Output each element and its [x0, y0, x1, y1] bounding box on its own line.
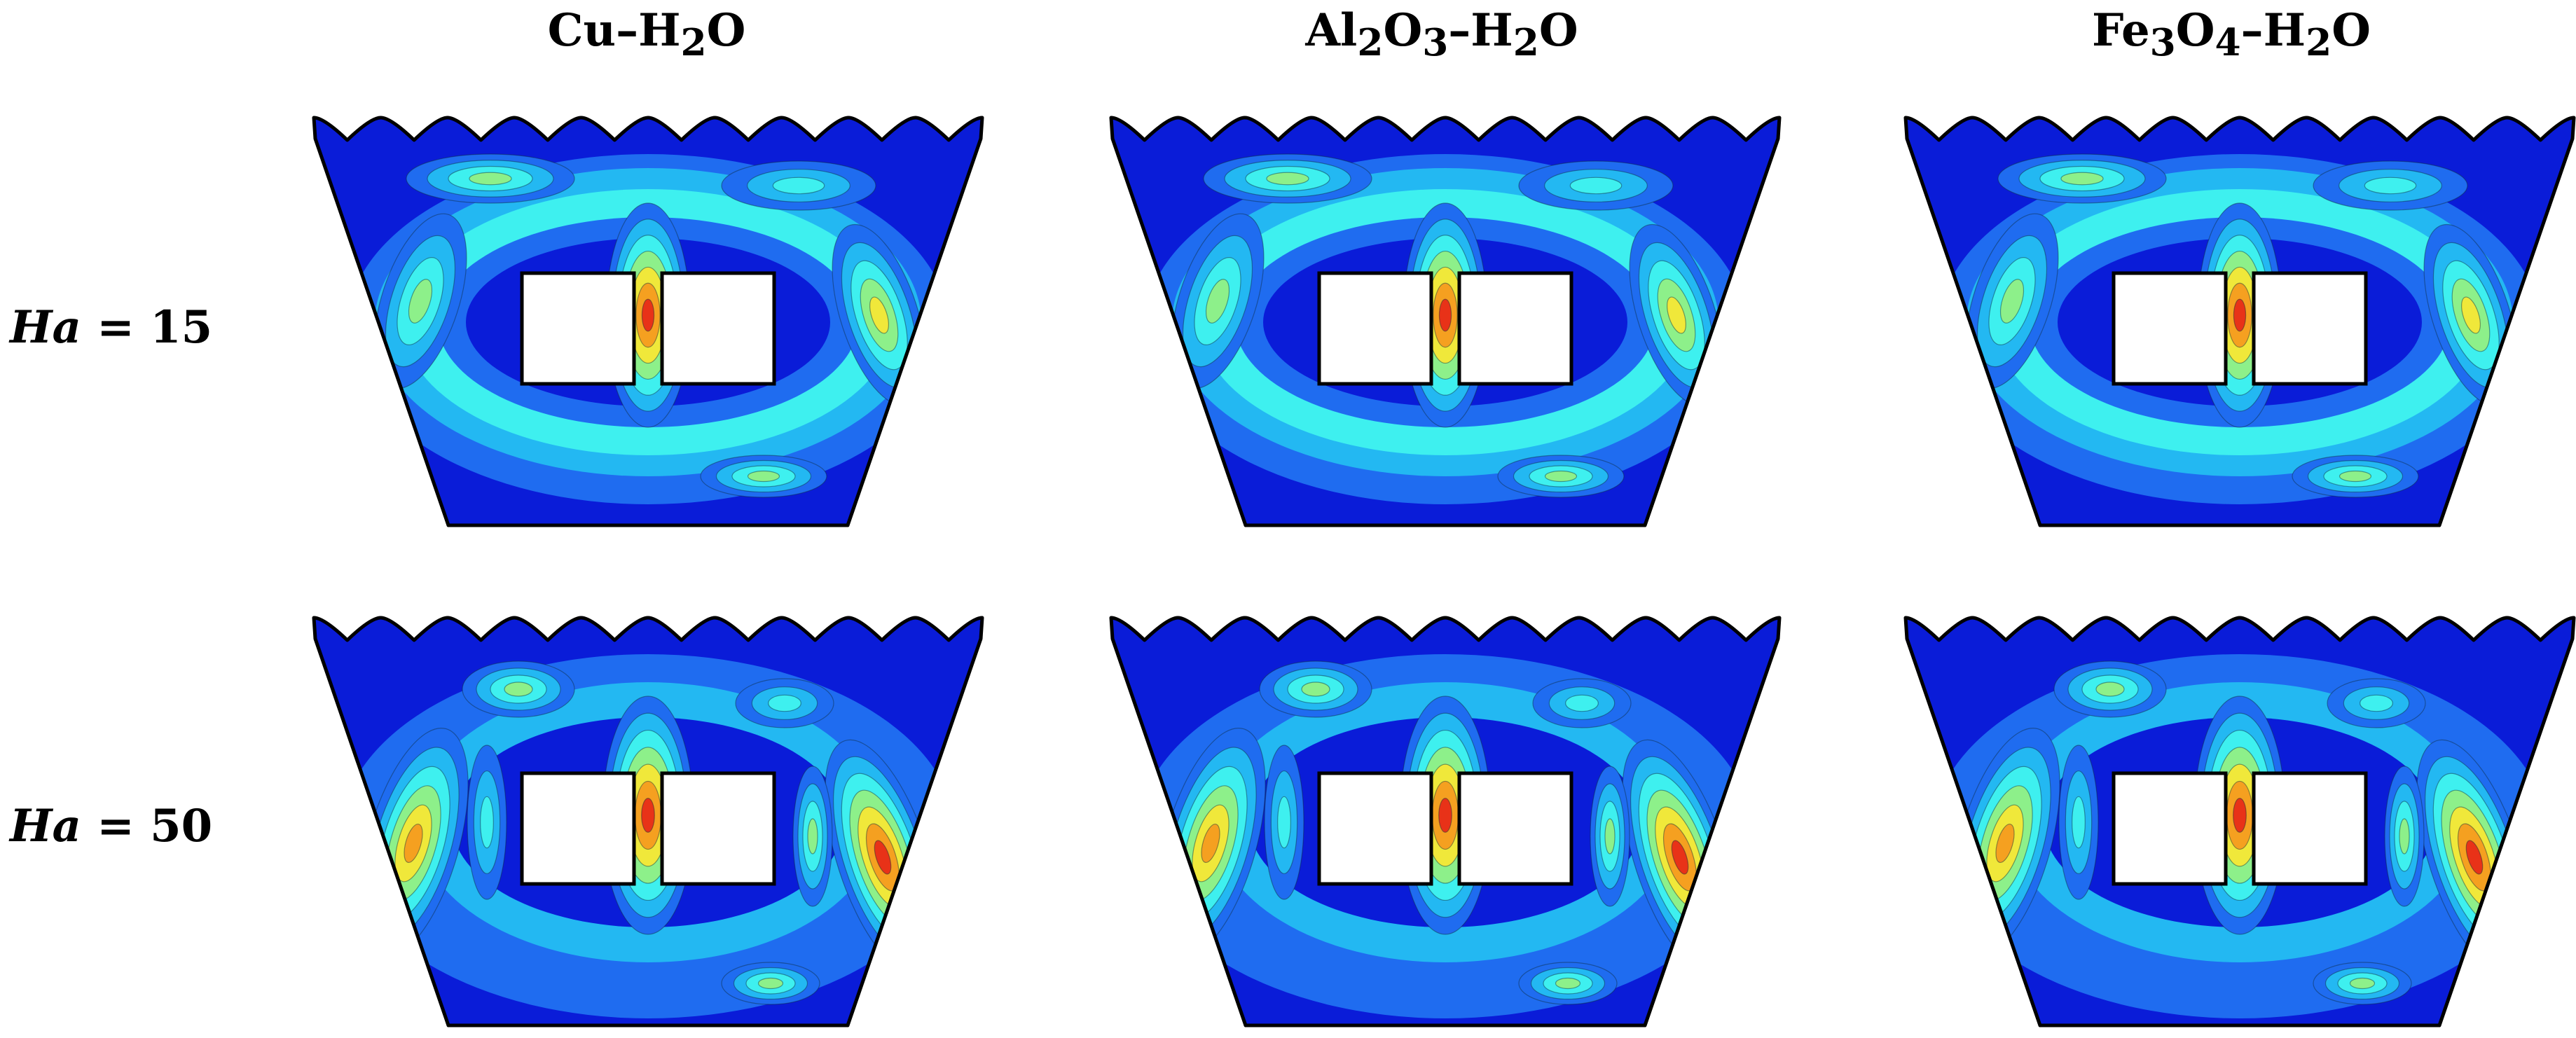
contour-plot: [312, 616, 984, 1027]
right-square-obstacle: [2252, 271, 2368, 386]
bottom-right-contour: [721, 962, 820, 1005]
left-side-contour: [1965, 213, 2059, 389]
left-side-contour: [1171, 213, 1265, 389]
panel-fe3o4-h2o-ha15: [1900, 112, 2576, 532]
right-inner-contour: [1590, 766, 1630, 907]
right-square-obstacle: [660, 771, 776, 886]
bottom-right-contour: [2292, 455, 2419, 498]
top-left-contour: [406, 153, 575, 204]
bottom-right-contour: [700, 455, 827, 498]
contour-plot: [312, 116, 984, 527]
panel-cu-h2o-ha50: [308, 612, 988, 1032]
top-left-contour: [1997, 153, 2167, 204]
top-right-contour: [2327, 678, 2426, 728]
panel-al2o3-h2o-ha50: [1106, 612, 1785, 1032]
left-square-obstacle: [1317, 771, 1433, 886]
column-title-al2o3-h2o: Al2O3–H2O: [1305, 4, 1578, 64]
right-square-obstacle: [2252, 771, 2368, 886]
right-square-obstacle: [660, 271, 776, 386]
bottom-right-contour: [1518, 962, 1618, 1005]
left-square-obstacle: [2112, 771, 2228, 886]
top-left-contour: [462, 660, 575, 718]
cavity-outline: [1903, 616, 2576, 1027]
top-right-contour: [2313, 160, 2468, 211]
panel-cu-h2o-ha15: [308, 112, 988, 532]
right-inner-contour: [792, 766, 833, 907]
top-right-contour: [1518, 160, 1674, 211]
contour-plot: [1903, 616, 2576, 1027]
cavity-outline: [312, 616, 984, 1027]
right-square-obstacle: [1457, 771, 1573, 886]
left-square-obstacle: [1317, 271, 1433, 386]
row-label-ha-50: Ha = 50: [10, 800, 213, 852]
bottom-right-contour: [2313, 962, 2412, 1005]
top-left-contour: [1259, 660, 1372, 718]
right-inner-contour: [2384, 766, 2425, 907]
top-left-contour: [1203, 153, 1372, 204]
bottom-right-contour: [1497, 455, 1625, 498]
left-square-obstacle: [2112, 271, 2228, 386]
top-right-contour: [735, 678, 834, 728]
panel-al2o3-h2o-ha15: [1106, 112, 1785, 532]
cavity-outline: [1903, 116, 2576, 527]
left-inner-contour: [1264, 745, 1304, 900]
top-right-contour: [721, 160, 876, 211]
panel-fe3o4-h2o-ha50: [1900, 612, 2576, 1032]
cavity-outline: [1109, 616, 1782, 1027]
contour-plot: [1109, 116, 1782, 527]
left-square-obstacle: [520, 271, 636, 386]
contour-plot: [1903, 116, 2576, 527]
left-side-contour: [373, 213, 467, 389]
top-left-contour: [2053, 660, 2167, 718]
right-square-obstacle: [1457, 271, 1573, 386]
top-right-contour: [1532, 678, 1632, 728]
cavity-outline: [1109, 116, 1782, 527]
cavity-outline: [312, 116, 984, 527]
column-title-fe3o4-h2o: Fe3O4–H2O: [2092, 4, 2371, 64]
left-square-obstacle: [520, 771, 636, 886]
left-inner-contour: [467, 745, 507, 900]
contour-plot: [1109, 616, 1782, 1027]
left-inner-contour: [2058, 745, 2099, 900]
row-label-ha-15: Ha = 15: [10, 301, 213, 354]
column-title-cu-h2o: Cu–H2O: [547, 4, 746, 64]
